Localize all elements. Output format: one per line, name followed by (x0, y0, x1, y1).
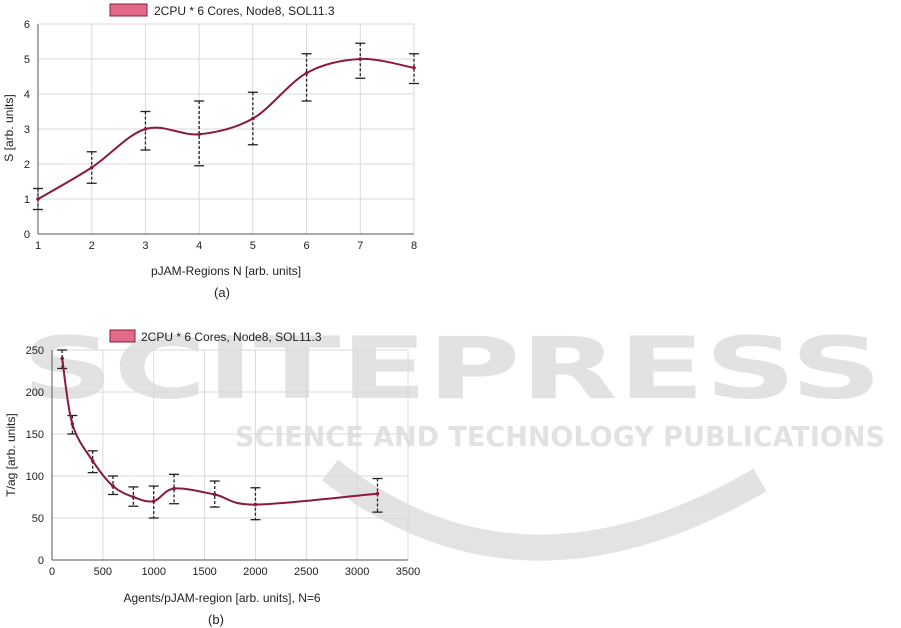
chartA-x-tick-label: 6 (304, 240, 310, 252)
chart-b-series-line (61, 358, 378, 506)
chartB-data-point (60, 356, 64, 361)
chartB-data-point (131, 495, 136, 499)
chartB-data-point (375, 491, 380, 496)
chartA-x-tick-label: 4 (196, 240, 202, 252)
chartA-y-tick-label: 6 (24, 19, 30, 31)
chartB-x-tick-label: 1500 (192, 566, 216, 578)
chartB-data-point (70, 422, 75, 426)
chartA-y-tick-label: 4 (24, 89, 30, 101)
chartB-error-bar (169, 473, 180, 505)
chartA-x-tick-label: 8 (411, 240, 417, 252)
chartB-data-point (151, 499, 156, 504)
chartB-error-bar (128, 486, 139, 507)
chartA-x-tick-label: 5 (250, 240, 256, 252)
chartB-x-tick-label: 2500 (294, 566, 318, 578)
chart-b-x-axis-label: Agents/pJAM-region [arb. units], N=6 (123, 591, 320, 605)
chartA-data-point (251, 116, 255, 121)
chartB-data-point (172, 486, 176, 491)
chartA-y-tick-label: 5 (24, 54, 30, 66)
chartA-y-tick-label: 1 (24, 194, 30, 206)
chart-a-caption: (a) (214, 285, 230, 300)
chartB-y-tick-label: 200 (26, 387, 44, 399)
chartA-x-tick-label: 7 (357, 240, 363, 252)
chart-b-tick-labels: 0 500 1000 1500 2000 2500 3000 3500 0 50 100 150 200… (26, 345, 421, 578)
chartA-data-point (412, 65, 416, 70)
chartB-y-tick-label: 100 (26, 471, 44, 483)
chart-a-points (36, 57, 416, 201)
chartA-error-bar (301, 53, 312, 102)
chart-a-x-axis-label: pJAM-Regions N [arb. units] (151, 264, 301, 278)
watermark: SCITEPRESS SCIENCE AND TECHNOLOGY PUBLIC… (22, 319, 885, 561)
chartB-x-tick-label: 1000 (141, 566, 165, 578)
chartB-data-point (90, 459, 95, 463)
chartB-x-tick-label: 2000 (243, 566, 267, 578)
chartB-x-tick-label: 500 (94, 566, 112, 578)
chart-a-series-line (37, 57, 415, 200)
chart-b-y-axis-label: T/ag [arb. units] (4, 413, 18, 496)
chart-a-y-axis-label: S [arb. units] (2, 94, 16, 161)
chartB-data-point (111, 484, 115, 488)
watermark-subtitle: SCIENCE AND TECHNOLOGY PUBLICATIONS (235, 420, 885, 453)
chartA-error-bar (140, 110, 151, 151)
chartB-y-tick-label: 0 (38, 555, 44, 567)
chartB-x-tick-label: 3500 (396, 566, 420, 578)
watermark-title: SCITEPRESS (22, 319, 882, 419)
chart-b-legend-label: 2CPU * 6 Cores, Node8, SOL11.3 (141, 330, 322, 344)
chartB-x-tick-label: 0 (49, 566, 55, 578)
chartA-data-point (89, 165, 94, 170)
chart-b: 0 500 1000 1500 2000 2500 3000 3500 0 50 100 150 200… (4, 329, 421, 627)
chartB-y-tick-label: 50 (32, 513, 44, 525)
chartA-y-tick-label: 2 (24, 159, 30, 171)
chartA-data-point (197, 132, 201, 137)
chartB-y-tick-label: 250 (26, 345, 44, 357)
watermark-swoosh (321, 459, 767, 561)
chartB-error-bar (108, 475, 119, 496)
chart-b-error-bars (57, 349, 383, 521)
chart-b-caption: (b) (208, 612, 224, 627)
chartA-data-point (143, 127, 148, 131)
chartA-y-tick-label: 3 (24, 124, 30, 136)
chart-b-legend: 2CPU * 6 Cores, Node8, SOL11.3 (109, 329, 322, 344)
chart-b-grid (51, 349, 409, 561)
chart-a-legend: 2CPU * 6 Cores, Node8, SOL11.3 (109, 3, 335, 18)
chart-b-legend-swatch (109, 329, 136, 343)
chart-a-legend-label: 2CPU * 6 Cores, Node8, SOL11.3 (154, 4, 335, 18)
chartA-error-bar (409, 53, 419, 85)
chart-a-error-bars (33, 42, 419, 211)
chartA-x-tick-label: 3 (142, 240, 148, 252)
chartA-x-tick-label: 1 (35, 240, 41, 252)
chartB-error-bar (209, 480, 220, 508)
chartA-data-point (36, 197, 40, 201)
chartA-x-tick-label: 2 (89, 240, 95, 252)
chart-a-legend-swatch (109, 3, 148, 17)
chartB-y-tick-label: 150 (26, 429, 44, 441)
chartA-y-tick-label: 0 (24, 229, 30, 241)
chartB-data-point (253, 502, 258, 507)
chartA-data-point (358, 57, 363, 61)
chartA-data-point (304, 71, 309, 75)
chart-b-points (60, 356, 380, 507)
chartB-x-tick-label: 3000 (345, 566, 369, 578)
chartB-data-point (212, 492, 217, 497)
